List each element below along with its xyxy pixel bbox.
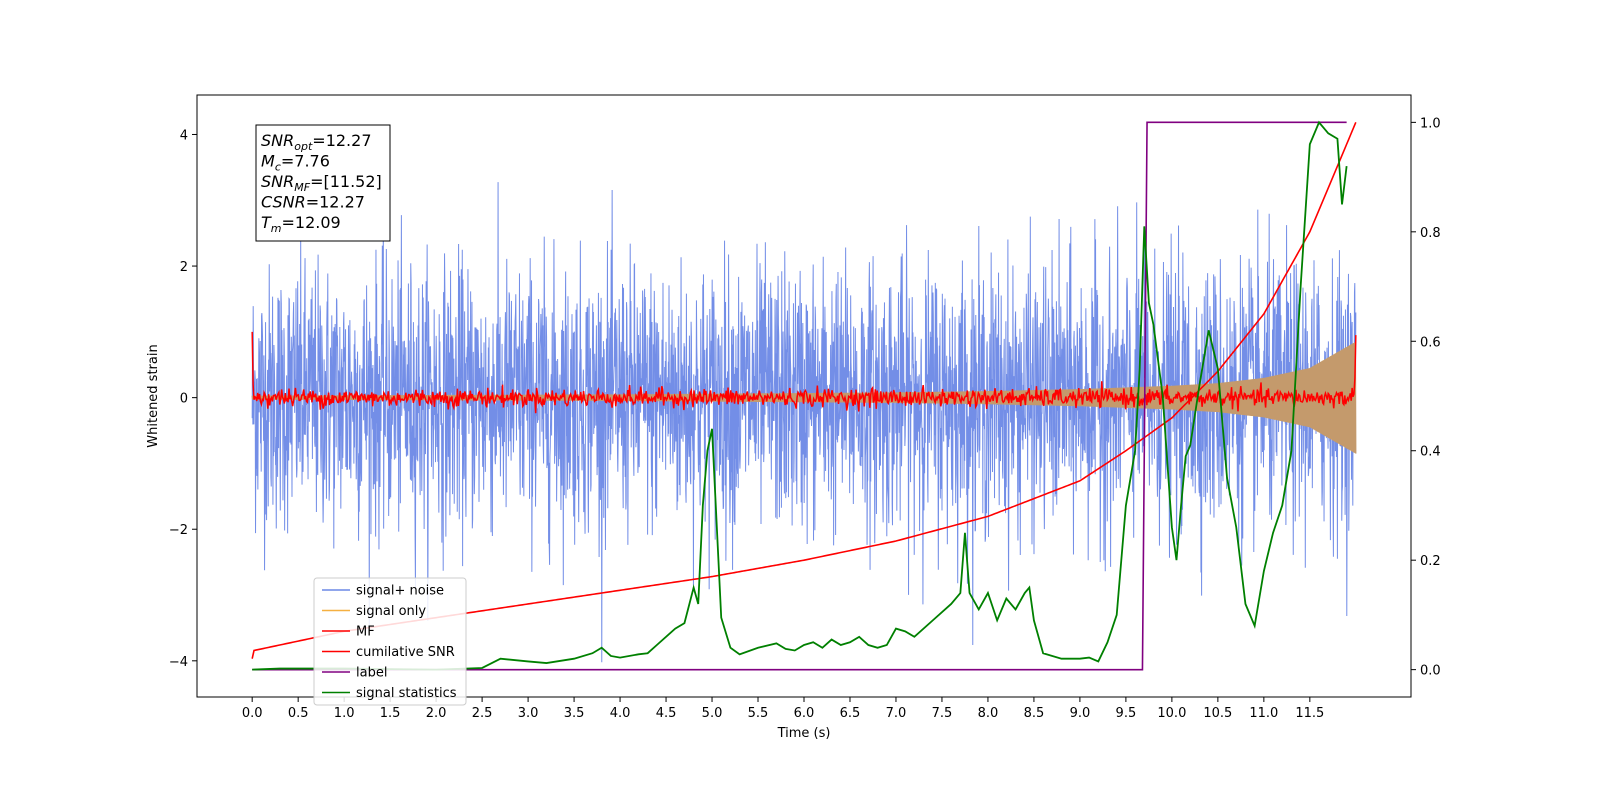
y2-tick-label: 0.4 <box>1420 445 1441 460</box>
legend-frame <box>313 577 467 706</box>
x-tick-label: 2.0 <box>426 706 447 721</box>
y-axis-label: Whitened strain <box>146 344 161 447</box>
x-tick-label: 8.5 <box>1024 706 1045 721</box>
y2-tick-label: 0.2 <box>1420 554 1441 569</box>
legend-entry: label <box>356 666 387 681</box>
legend-entry: MF <box>356 625 375 640</box>
y-axis-ticks: 4 2 0 −2 −4 <box>169 128 197 670</box>
x-tick-label: 9.5 <box>1116 706 1137 721</box>
y-tick-label: 0 <box>180 392 188 407</box>
y-tick-label: −4 <box>169 655 188 670</box>
x-tick-label: 1.0 <box>334 706 355 721</box>
x-tick-label: 6.0 <box>794 706 815 721</box>
y2-axis-ticks: 1.0 0.8 0.6 0.4 0.2 0.0 <box>1411 116 1441 679</box>
x-tick-label: 5.5 <box>748 706 769 721</box>
x-tick-label: 10.5 <box>1203 706 1232 721</box>
y-tick-label: 4 <box>180 128 188 143</box>
x-tick-label: 11.5 <box>1295 706 1324 721</box>
x-tick-label: 10.0 <box>1157 706 1186 721</box>
y-tick-label: −2 <box>169 523 188 538</box>
y2-tick-label: 0.0 <box>1420 664 1441 679</box>
annotation-line: CSNR=12.27 <box>261 193 365 212</box>
x-tick-label: 0.0 <box>242 706 263 721</box>
x-tick-label: 7.5 <box>932 706 953 721</box>
x-axis-ticks: 0.0 0.5 1.0 1.5 2.0 2.5 3.0 3.5 4.0 4.5 5.0 5.5 6.0 6… <box>242 697 1324 721</box>
series-mf <box>251 331 1357 414</box>
series-signal-noise <box>251 182 1357 663</box>
x-tick-label: 8.0 <box>978 706 999 721</box>
x-tick-label: 3.5 <box>564 706 585 721</box>
annotation-frame <box>255 124 391 242</box>
annotation-line: Mc=7.76 <box>261 152 330 174</box>
x-axis-label: Time (s) <box>777 726 831 741</box>
x-tick-label: 4.5 <box>656 706 677 721</box>
y2-tick-label: 1.0 <box>1420 116 1441 131</box>
x-tick-label: 1.5 <box>380 706 401 721</box>
annotation-box: SNRopt=12.27Mc=7.76SNRMF=[11.52]CSNR=12.… <box>255 124 391 242</box>
annotation-line: SNRopt=12.27 <box>261 131 372 153</box>
legend-entry: signal only <box>356 604 426 619</box>
x-tick-label: 11.0 <box>1249 706 1278 721</box>
y2-tick-label: 0.8 <box>1420 226 1441 241</box>
x-tick-label: 6.5 <box>840 706 861 721</box>
x-tick-label: 4.0 <box>610 706 631 721</box>
annotation-line: Tm=12.09 <box>261 213 341 235</box>
signal-noise-layer <box>251 182 1357 663</box>
x-tick-label: 3.0 <box>518 706 539 721</box>
x-tick-label: 5.0 <box>702 706 723 721</box>
y2-tick-label: 0.6 <box>1420 335 1441 350</box>
y-tick-label: 2 <box>180 260 188 275</box>
series-signal-statistics <box>252 120 1348 671</box>
x-tick-label: 0.5 <box>288 706 309 721</box>
x-tick-label: 9.0 <box>1070 706 1091 721</box>
x-tick-label: 2.5 <box>472 706 493 721</box>
series-label <box>252 121 1347 671</box>
annotation-line: SNRMF=[11.52] <box>261 172 382 194</box>
legend-entry: signal statistics <box>356 686 457 701</box>
x-tick-label: 7.0 <box>886 706 907 721</box>
legend-entry: signal+ noise <box>356 584 444 599</box>
legend-entry: cumilative SNR <box>356 645 455 660</box>
mf-layer <box>251 331 1357 414</box>
legend: signal+ noise signal only MF cumilative SNR… <box>313 577 467 706</box>
